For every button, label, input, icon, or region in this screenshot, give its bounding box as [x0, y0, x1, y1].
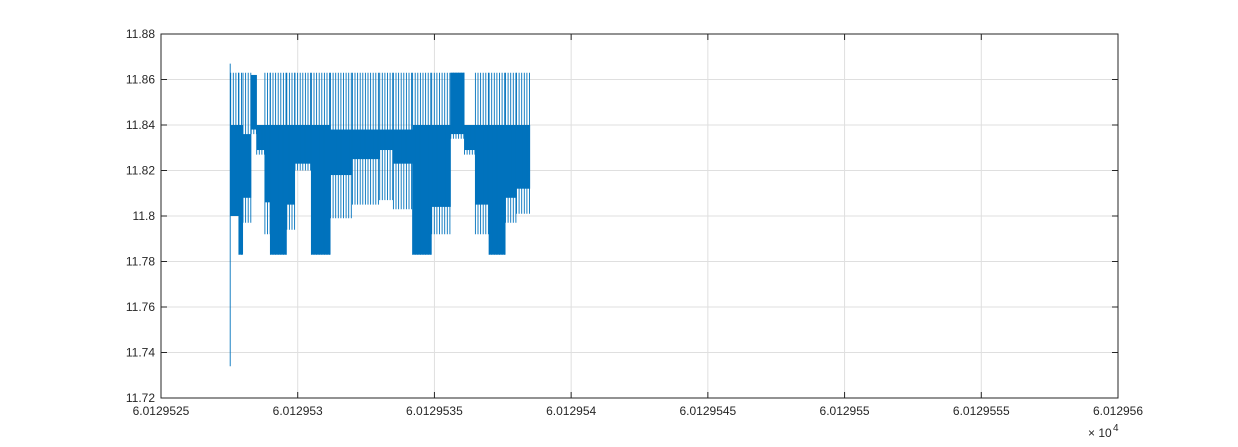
signal-segment [230, 72, 239, 216]
oscillation-spikes [431, 72, 451, 235]
signal-segment [351, 72, 380, 205]
signal-segment [505, 72, 517, 223]
oscillation-spikes [516, 72, 530, 214]
dense-band [379, 129, 394, 151]
signal-segment [242, 72, 252, 223]
x-tick-label: 6.0129545 [679, 404, 736, 418]
signal-segment [250, 74, 257, 135]
y-tick-label: 11.8 [133, 209, 156, 223]
signal-segment [516, 72, 531, 214]
oscillation-spikes [450, 72, 465, 139]
y-tick-label: 11.88 [126, 27, 155, 41]
x-exponent-power: 4 [1113, 423, 1119, 434]
oscillation-spikes [269, 72, 287, 255]
y-tick-label: 11.72 [126, 391, 155, 405]
y-tick-label: 11.82 [126, 164, 155, 178]
oscillation-spikes [230, 72, 239, 216]
y-tick-label: 11.84 [126, 118, 155, 132]
x-tick-label: 6.012953 [273, 404, 323, 418]
y-tick-label: 11.76 [126, 300, 155, 314]
x-tick-label: 6.012955 [820, 404, 870, 418]
oscillation-spikes [250, 75, 257, 135]
signal-segment [392, 72, 413, 210]
oscillation-spikes [474, 72, 489, 235]
signal-segment [412, 72, 432, 255]
dense-band [238, 125, 244, 255]
oscillation-spikes [256, 125, 265, 155]
x-exponent-base: × 10 [1088, 426, 1112, 440]
signal-segment [269, 72, 287, 255]
oscillation-spikes [379, 72, 394, 201]
oscillation-spikes [242, 72, 252, 223]
data-series [229, 63, 531, 367]
signal-segment [464, 125, 476, 155]
dense-band [475, 125, 490, 205]
signal-segment [474, 72, 490, 235]
signal-segment [431, 72, 451, 235]
oscillation-spikes [505, 72, 517, 223]
dense-band [230, 125, 239, 216]
dense-band [352, 129, 380, 160]
signal-segment [488, 72, 506, 255]
oscillation-spikes [330, 72, 352, 219]
signal-segment [294, 72, 312, 171]
oscillation-spikes [286, 72, 296, 230]
x-tick-label: 6.0129535 [406, 404, 463, 418]
oscillation-spikes [488, 72, 506, 255]
dense-band [412, 125, 432, 255]
signal-segment [238, 72, 244, 255]
x-axis: 6.0129525 6.012953 6.0129535 6.012954 6.0129… [133, 34, 1143, 418]
oscillation-spikes [464, 125, 476, 155]
dense-band [516, 125, 531, 189]
dense-band [243, 134, 252, 198]
signal-segment [256, 125, 265, 155]
oscillation-spikes [412, 72, 432, 255]
y-tick-label: 11.78 [126, 255, 155, 269]
x-tick-label: 6.0129555 [953, 404, 1010, 418]
signal-segment [450, 72, 465, 139]
oscillation-spikes [294, 72, 312, 171]
x-tick-label: 6.0129525 [133, 404, 190, 418]
dense-band [450, 72, 465, 135]
x-tick-label: 6.012954 [546, 404, 596, 418]
signal-segment [286, 72, 296, 230]
oscillation-spikes [310, 72, 331, 255]
y-axis: 11.72 11.74 11.76 11.78 11.8 11.82 11.84 11.86 1… [126, 27, 1118, 405]
dense-band [256, 125, 265, 151]
oscillation-spikes [238, 72, 242, 255]
signal-segment [330, 72, 353, 219]
y-tick-label: 11.74 [126, 346, 155, 360]
dense-band [286, 125, 295, 205]
oscillation-spikes [351, 72, 379, 205]
oscillation-spikes [392, 72, 413, 210]
y-tick-label: 11.86 [126, 73, 155, 87]
signal-segment [379, 72, 394, 201]
x-tick-label: 6.012956 [1093, 404, 1143, 418]
signal-segment [310, 72, 331, 255]
